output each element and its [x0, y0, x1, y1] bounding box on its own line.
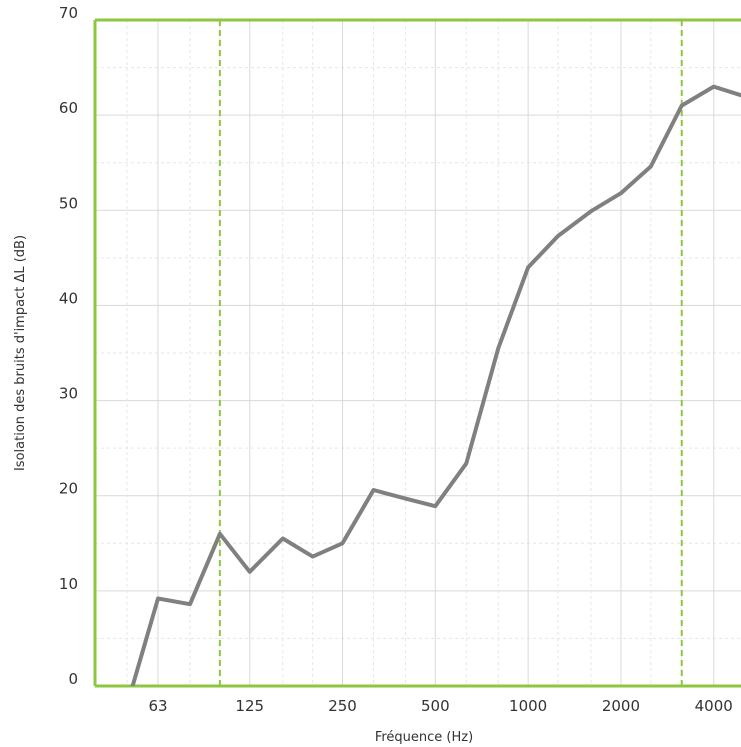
plot-frame	[93, 18, 741, 688]
x-axis-title: Fréquence (Hz)	[375, 730, 473, 745]
y-tick-label: 50	[59, 194, 78, 212]
y-tick-labels: 0 10 20 30 40 50 60 70	[59, 4, 78, 688]
y-tick-label: 0	[68, 670, 78, 688]
x-tick-label: 4000	[695, 697, 733, 715]
y-tick-label: 40	[59, 289, 78, 307]
y-tick-label: 70	[59, 4, 78, 22]
grid-layer	[95, 19, 741, 687]
series-layer	[130, 84, 741, 686]
y-tick-label: 20	[59, 480, 78, 498]
x-tick-label: 1000	[509, 697, 547, 715]
y-tick-label: 30	[59, 385, 78, 403]
y-tick-label: 10	[59, 575, 78, 593]
y-tick-label: 60	[59, 99, 78, 117]
reference-lines	[218, 20, 683, 686]
x-tick-label: 125	[235, 697, 264, 715]
y-axis-title: Isolation des bruits d'impact ΔL (dB)	[13, 235, 28, 471]
series-line	[130, 84, 741, 686]
x-tick-label: 2000	[602, 697, 640, 715]
x-tick-labels: 63 125 250 500 1000 2000 4000	[148, 697, 732, 715]
x-tick-label: 63	[148, 697, 167, 715]
x-tick-label: 500	[421, 697, 450, 715]
x-tick-label: 250	[328, 697, 357, 715]
